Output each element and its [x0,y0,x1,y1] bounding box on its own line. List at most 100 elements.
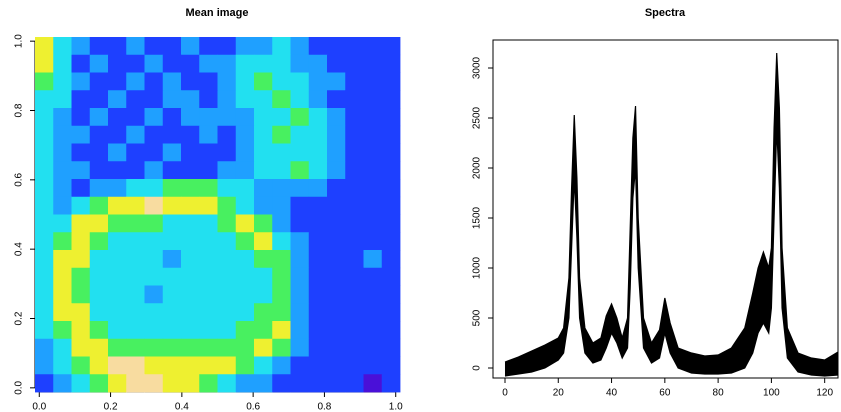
heatmap-cell [381,143,401,162]
heatmap-cell [108,143,127,162]
heatmap-cell [272,285,291,304]
heatmap-cell [71,161,91,180]
heatmap-cell [53,338,72,357]
heatmap-cell [272,143,291,162]
heatmap-cell [71,179,91,198]
heatmap-cell [308,196,328,215]
heatmap-cell [272,54,291,73]
heatmap-cell [235,72,255,91]
spectra-band [504,53,838,376]
heatmap-cell [254,374,273,393]
heatmap-cell [363,267,383,286]
heatmap-cell [290,285,310,304]
heatmap-cell [381,250,401,269]
heatmap-cell [89,356,109,375]
heatmap-cell [199,338,218,357]
heatmap-cell [217,250,237,269]
heatmap-cell [217,161,237,180]
heatmap-cell [381,267,401,286]
heatmap-cell [327,267,346,286]
heatmap-cell [290,108,310,127]
heatmap-cell [381,179,401,198]
heatmap-cell [290,250,310,269]
heatmap-cell [290,338,310,357]
heatmap-cell [89,90,109,109]
heatmap-cell [381,232,401,251]
heatmap-cell [327,72,346,91]
heatmap-cell [181,125,200,144]
heatmap-cell [35,179,54,198]
heatmap-cell [199,374,218,393]
heatmap-cell [53,267,72,286]
heatmap-cell [254,303,273,322]
heatmap-cell [290,54,310,73]
heatmap-cell [217,285,237,304]
heatmap-cell [235,285,255,304]
heatmap-cell [381,90,401,109]
heatmap-cell [35,54,54,73]
heatmap-cell [345,143,364,162]
heatmap-cell [327,250,346,269]
heatmap-cell [381,108,401,127]
heatmap-cell [345,285,364,304]
heatmap-cell [144,374,164,393]
heatmap-cell [363,125,383,144]
heatmap-cell [71,321,91,340]
heatmap-cell [71,125,91,144]
heatmap-cell [126,37,145,56]
x-tick-label: 0.8 [317,402,331,412]
heatmap-cell [199,125,218,144]
heatmap-cell [363,303,383,322]
heatmap-cell [363,338,383,357]
heatmap-cell [162,321,182,340]
heatmap-cell [327,338,346,357]
heatmap-cell [126,250,145,269]
heatmap-cell [272,267,291,286]
heatmap-cell [217,143,237,162]
heatmap-cell [199,267,218,286]
heatmap-cell [53,108,72,127]
heatmap-cell [235,267,255,286]
heatmap-cell [71,338,91,357]
heatmap-cell [126,143,145,162]
heatmap-cell [35,196,54,215]
heatmap-cell [363,72,383,91]
y-tick-label: 1.0 [14,34,25,48]
heatmap-cell [71,143,91,162]
heatmap-cell [235,90,255,109]
heatmap-cell [327,232,346,251]
heatmap-cell [363,250,383,269]
heatmap-cell [272,356,291,375]
heatmap-cell [381,196,401,215]
heatmap-cell [181,338,200,357]
heatmap-cell [308,303,328,322]
heatmap-cell [181,72,200,91]
heatmap-cell [345,303,364,322]
heatmap-cell [199,37,218,56]
chart-title: Spectra [645,7,686,19]
y-tick-label: 2000 [472,156,483,179]
heatmap-cell [199,285,218,304]
heatmap-cell [272,338,291,357]
heatmap-cell [144,267,164,286]
heatmap-cell [53,54,72,73]
heatmap-cell [254,250,273,269]
heatmap-cell [254,196,273,215]
heatmap-cell [71,214,91,233]
heatmap-cell [345,72,364,91]
heatmap-cell [272,196,291,215]
x-tick-label: 0.6 [246,402,260,412]
heatmap-cell [217,374,237,393]
x-tick-label: 60 [659,388,671,399]
heatmap-cell [272,250,291,269]
heatmap-cell [290,232,310,251]
x-tick-label: 0.2 [104,402,118,412]
heatmap-cell [71,196,91,215]
heatmap-cell [89,250,109,269]
heatmap-cell [162,143,182,162]
heatmap-cell [272,161,291,180]
heatmap-cell [35,374,54,393]
heatmap-cell [327,90,346,109]
heatmap-cell [254,214,273,233]
